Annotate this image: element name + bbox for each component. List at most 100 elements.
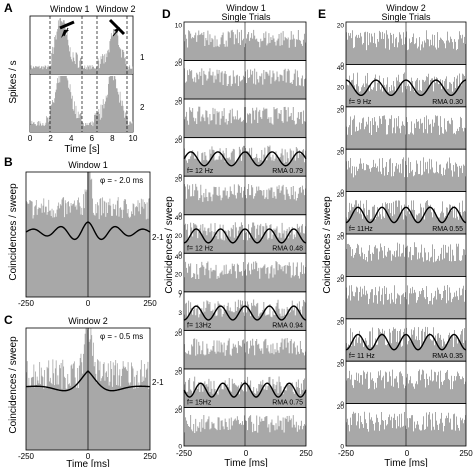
panel-b-xtick: 0 bbox=[86, 299, 91, 308]
panel-b: B Window 1 Coincidences / sweep φ = - 2.… bbox=[4, 155, 164, 308]
y-tick-label: 0 bbox=[340, 444, 344, 451]
y-tick-label: 0 bbox=[340, 189, 344, 196]
y-tick-label: 0 bbox=[340, 62, 344, 69]
trial-panel: 0 20 40 bbox=[175, 252, 307, 296]
panel-b-pair: 2-1 bbox=[152, 233, 164, 242]
y-tick-label: 0 bbox=[340, 359, 344, 366]
panel-e-xlabel: Time [ms] bbox=[384, 458, 428, 467]
y-tick-label: 0 bbox=[340, 147, 344, 154]
panel-a-window1-label: Window 1 bbox=[50, 4, 90, 14]
y-tick-label: 40 bbox=[175, 254, 183, 261]
trial-panel: 020 bbox=[337, 275, 467, 323]
fit-rma-label: RMA 0.48 bbox=[272, 245, 303, 252]
y-tick-label: 20 bbox=[337, 404, 345, 411]
y-tick-label: 20 bbox=[175, 369, 183, 376]
panel-c-xtick: 0 bbox=[86, 452, 91, 461]
trial-panel: 020 bbox=[337, 360, 467, 408]
y-tick-label: 0 bbox=[178, 58, 182, 65]
trial-panel: 020 bbox=[337, 106, 467, 154]
y-tick-label: 20 bbox=[337, 235, 345, 242]
panel-c-ylabel: Coincidences / sweep bbox=[8, 336, 19, 434]
fit-rma-label: RMA 0.35 bbox=[432, 353, 463, 360]
panel-a-xtick: 0 bbox=[28, 134, 33, 143]
trial-panel: 020 bbox=[175, 175, 307, 219]
panel-a-row2-label: 2 bbox=[140, 103, 145, 112]
y-tick-label: 0 bbox=[340, 316, 344, 323]
panel-a-letter: A bbox=[4, 1, 13, 15]
trial-panel: 020 bbox=[175, 98, 307, 142]
fit-frequency-label: f= 12 Hz bbox=[187, 168, 214, 175]
panel-a-xlabel: Time [s] bbox=[64, 144, 99, 155]
y-tick-label: 20 bbox=[337, 23, 345, 30]
bar-stimulus-2-icon bbox=[108, 18, 126, 36]
trial-panel: 020 bbox=[175, 329, 307, 373]
y-tick-label: 0 bbox=[178, 289, 182, 296]
y-tick-label: 20 bbox=[337, 319, 345, 326]
panel-a-row1-label: 1 bbox=[140, 53, 145, 62]
panel-d: D Window 1 Single Trials Coincidences / … bbox=[162, 3, 313, 467]
y-tick-label: 0 bbox=[178, 97, 182, 104]
y-tick-label: 0 bbox=[178, 444, 182, 451]
panel-d-xlabel: Time [ms] bbox=[224, 458, 268, 467]
fit-frequency-label: f= 11 Hz bbox=[349, 353, 375, 360]
y-tick-label: 0 bbox=[178, 174, 182, 181]
y-tick-label: 20 bbox=[337, 85, 345, 92]
panel-c-title: Window 2 bbox=[68, 316, 108, 326]
psth-bottom-histogram bbox=[30, 76, 133, 132]
panel-a-xtick: 4 bbox=[69, 134, 74, 143]
psth-top-histogram bbox=[30, 18, 133, 74]
y-tick-label: 0 bbox=[340, 232, 344, 239]
trial-panel: f= 13Hz RMA 0.94 0 3 7 bbox=[178, 291, 307, 335]
y-tick-label: 0 bbox=[178, 135, 182, 142]
panel-d-xtick: 0 bbox=[244, 449, 249, 458]
y-tick-label: 20 bbox=[337, 362, 345, 369]
y-tick-label: 0 bbox=[340, 274, 344, 281]
y-tick-label: 0 bbox=[178, 212, 182, 219]
fit-frequency-label: f= 13Hz bbox=[187, 322, 212, 329]
y-tick-label: 20 bbox=[175, 177, 183, 184]
panel-a-xtick: 6 bbox=[90, 134, 95, 143]
trial-panel: 020 bbox=[337, 148, 467, 196]
y-tick-label: 20 bbox=[175, 61, 183, 68]
panel-d-xtick: -250 bbox=[176, 449, 193, 458]
y-tick-label: 40 bbox=[337, 65, 345, 72]
y-tick-label: 7 bbox=[178, 292, 182, 299]
histogram-bars bbox=[30, 18, 133, 74]
panel-c-phase: φ = - 0.5 ms bbox=[100, 332, 143, 341]
fit-rma-label: RMA 0.30 bbox=[432, 99, 463, 106]
panel-b-title: Window 1 bbox=[68, 160, 108, 170]
panel-e: E Window 2 Single Trials Coincidences / … bbox=[318, 3, 473, 467]
trial-panel: f= 12 Hz RMA 0.48 0 20 40 bbox=[175, 214, 307, 258]
trial-panel: 020 bbox=[337, 233, 467, 281]
panel-b-phase: φ = - 2.0 ms bbox=[100, 176, 143, 185]
y-tick-label: 40 bbox=[175, 215, 183, 222]
y-tick-label: 10 bbox=[175, 23, 183, 30]
panel-e-letter: E bbox=[318, 7, 326, 21]
fit-frequency-label: f= 15Hz bbox=[187, 399, 212, 406]
fit-rma-label: RMA 0.75 bbox=[272, 399, 303, 406]
bar-stimulus-1-icon bbox=[59, 20, 75, 30]
y-tick-label: 0 bbox=[340, 401, 344, 408]
trial-panel: 020 bbox=[337, 403, 467, 451]
y-tick-label: 0 bbox=[178, 366, 182, 373]
panel-d-ylabel: Coincidences / sweep bbox=[164, 196, 175, 294]
panel-a-window2-label: Window 2 bbox=[96, 4, 136, 14]
panel-a-xtick: 10 bbox=[129, 134, 138, 143]
trial-panel: 020 bbox=[175, 407, 307, 451]
panel-b-xtick: -250 bbox=[18, 299, 35, 308]
fit-rma-label: RMA 0.55 bbox=[432, 226, 463, 233]
panel-a-xtick: 2 bbox=[48, 134, 53, 143]
fit-frequency-label: f= 12 Hz bbox=[187, 245, 214, 252]
panel-d-title: Window 1 bbox=[226, 3, 266, 13]
trial-panel: 0 10 bbox=[175, 21, 307, 65]
y-tick-label: 0 bbox=[178, 405, 182, 412]
y-tick-label: 20 bbox=[175, 272, 183, 279]
y-tick-label: 20 bbox=[175, 233, 183, 240]
y-tick-label: 20 bbox=[337, 192, 345, 199]
